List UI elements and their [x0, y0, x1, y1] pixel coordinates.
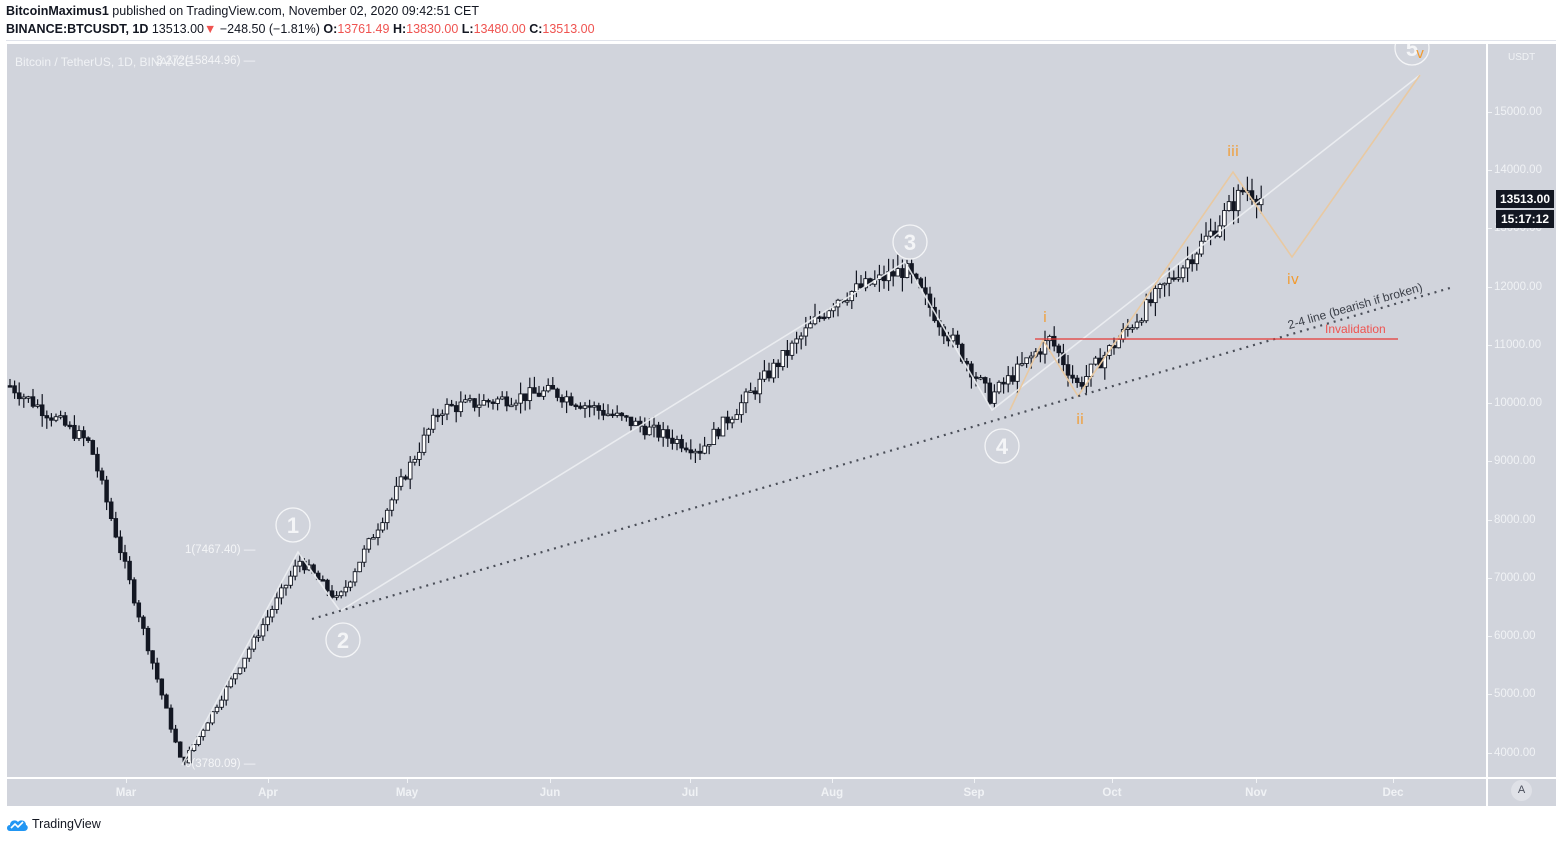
- month-label: Aug: [820, 787, 844, 799]
- month-label: Apr: [258, 787, 278, 799]
- month-label: Dec: [1382, 787, 1404, 799]
- price-tick: [1488, 752, 1492, 754]
- month-label: Jul: [681, 787, 699, 799]
- time-tick: [126, 779, 127, 783]
- price-tick: [1488, 112, 1492, 113]
- last-price-tag: 13513.00: [1496, 190, 1554, 208]
- price-axis[interactable]: 4000.00 5000.00 6000.00 7000.00 8000.00 9000.…: [1487, 44, 1556, 777]
- price-label: 4000.00: [1494, 746, 1536, 759]
- fib-level-1: 1(7467.40) —: [185, 544, 256, 556]
- time-tick: [268, 779, 269, 783]
- price-tick: [1488, 577, 1492, 579]
- month-label: May: [395, 787, 419, 799]
- price-label: 7000.00: [1494, 571, 1536, 584]
- time-tick: [407, 779, 408, 783]
- wave-circle-4: 4: [984, 428, 1020, 464]
- time-tick: [974, 779, 975, 783]
- time-tick: [690, 779, 691, 783]
- price-tick: [1488, 519, 1492, 521]
- time-tick: [1393, 779, 1394, 783]
- low-value: 13480.00: [473, 22, 526, 36]
- fib-level-3272: 3.272(15844.96) —: [156, 55, 256, 67]
- month-label: Nov: [1245, 787, 1267, 799]
- month-label: Jun: [539, 787, 561, 799]
- author-name[interactable]: BitcoinMaximus1: [6, 4, 109, 18]
- published-text: published on TradingView.com, November 0…: [112, 4, 479, 18]
- invalidation-label: Invalidation: [1325, 322, 1386, 336]
- auto-scale-button[interactable]: A: [1511, 780, 1532, 801]
- wave-label-iii: iii: [1227, 144, 1239, 160]
- tradingview-cloud-icon: [7, 820, 28, 831]
- price-label: 11000.00: [1494, 338, 1542, 351]
- wave-circle-5: 5: [1394, 36, 1430, 66]
- wave-circle-2: 2: [325, 622, 361, 658]
- high-label: H:: [392, 22, 407, 36]
- currency-label: USDT: [1508, 52, 1536, 63]
- svg-text:3: 3: [904, 230, 916, 255]
- wave-circle-3: 3: [892, 224, 928, 260]
- price-tick: [1488, 344, 1492, 346]
- price-label: 5000.00: [1494, 688, 1536, 701]
- wave-circle-1: 1: [275, 507, 311, 543]
- price-label: 14000.00: [1494, 164, 1542, 177]
- price-tick: [1488, 228, 1492, 230]
- low-label: L:: [461, 22, 474, 36]
- price-label: 9000.00: [1494, 455, 1536, 468]
- time-tick: [550, 779, 551, 783]
- price-tick: [1488, 170, 1492, 172]
- change-value: −248.50 (−1.81%): [219, 22, 320, 36]
- svg-text:5: 5: [1406, 36, 1418, 61]
- tradingview-logo[interactable]: TradingView: [6, 816, 101, 832]
- price-label: 12000.00: [1494, 280, 1542, 293]
- time-tick: [832, 779, 833, 783]
- price-tick: [1488, 286, 1492, 288]
- brand-name: TradingView: [32, 817, 101, 831]
- month-label: Sep: [963, 787, 985, 799]
- time-tick: [1112, 779, 1113, 783]
- wave-label-v: v: [1415, 46, 1425, 62]
- svg-text:4: 4: [996, 434, 1009, 459]
- open-label: O:: [323, 22, 338, 36]
- price-tick: [1488, 636, 1492, 638]
- price-label: 10000.00: [1494, 397, 1542, 410]
- down-arrow-icon: ▼: [204, 22, 217, 36]
- wave-label-i: i: [1043, 310, 1047, 326]
- month-label: Oct: [1102, 787, 1122, 799]
- fib-level-0: 0(3780.09) —: [185, 758, 256, 770]
- svg-text:2: 2: [337, 628, 349, 653]
- publish-info: BitcoinMaximus1 published on TradingView…: [6, 4, 479, 18]
- time-tick: [1256, 779, 1257, 783]
- time-axis[interactable]: Mar Apr May Jun Jul Aug Sep Oct Nov Dec: [7, 778, 1486, 806]
- wave-label-iv: iv: [1286, 272, 1300, 288]
- price-tick: [1488, 461, 1492, 463]
- ohlc-legend: BINANCE:BTCUSDT, 1D 13513.00▼ −248.50 (−…: [6, 22, 595, 36]
- close-value: 13513.00: [542, 22, 595, 36]
- price-label: 8000.00: [1494, 513, 1536, 526]
- high-value: 13830.00: [406, 22, 459, 36]
- price-tick: [1488, 403, 1492, 405]
- price-tick: [1488, 694, 1492, 696]
- wave-label-ii: ii: [1076, 412, 1084, 428]
- price-label: 6000.00: [1494, 630, 1536, 643]
- svg-text:1: 1: [287, 513, 299, 538]
- symbol-title: Bitcoin / TetherUS, 1D, BINANCE: [15, 55, 193, 69]
- month-label: Mar: [115, 787, 137, 799]
- open-value: 13761.49: [337, 22, 390, 36]
- header-divider: [6, 40, 1556, 41]
- symbol-label: BINANCE:BTCUSDT, 1D: [6, 22, 149, 36]
- price-label: 15000.00: [1494, 106, 1542, 118]
- bar-countdown-tag: 15:17:12: [1496, 210, 1554, 228]
- last-value: 13513.00: [151, 22, 204, 36]
- close-label: C:: [529, 22, 543, 36]
